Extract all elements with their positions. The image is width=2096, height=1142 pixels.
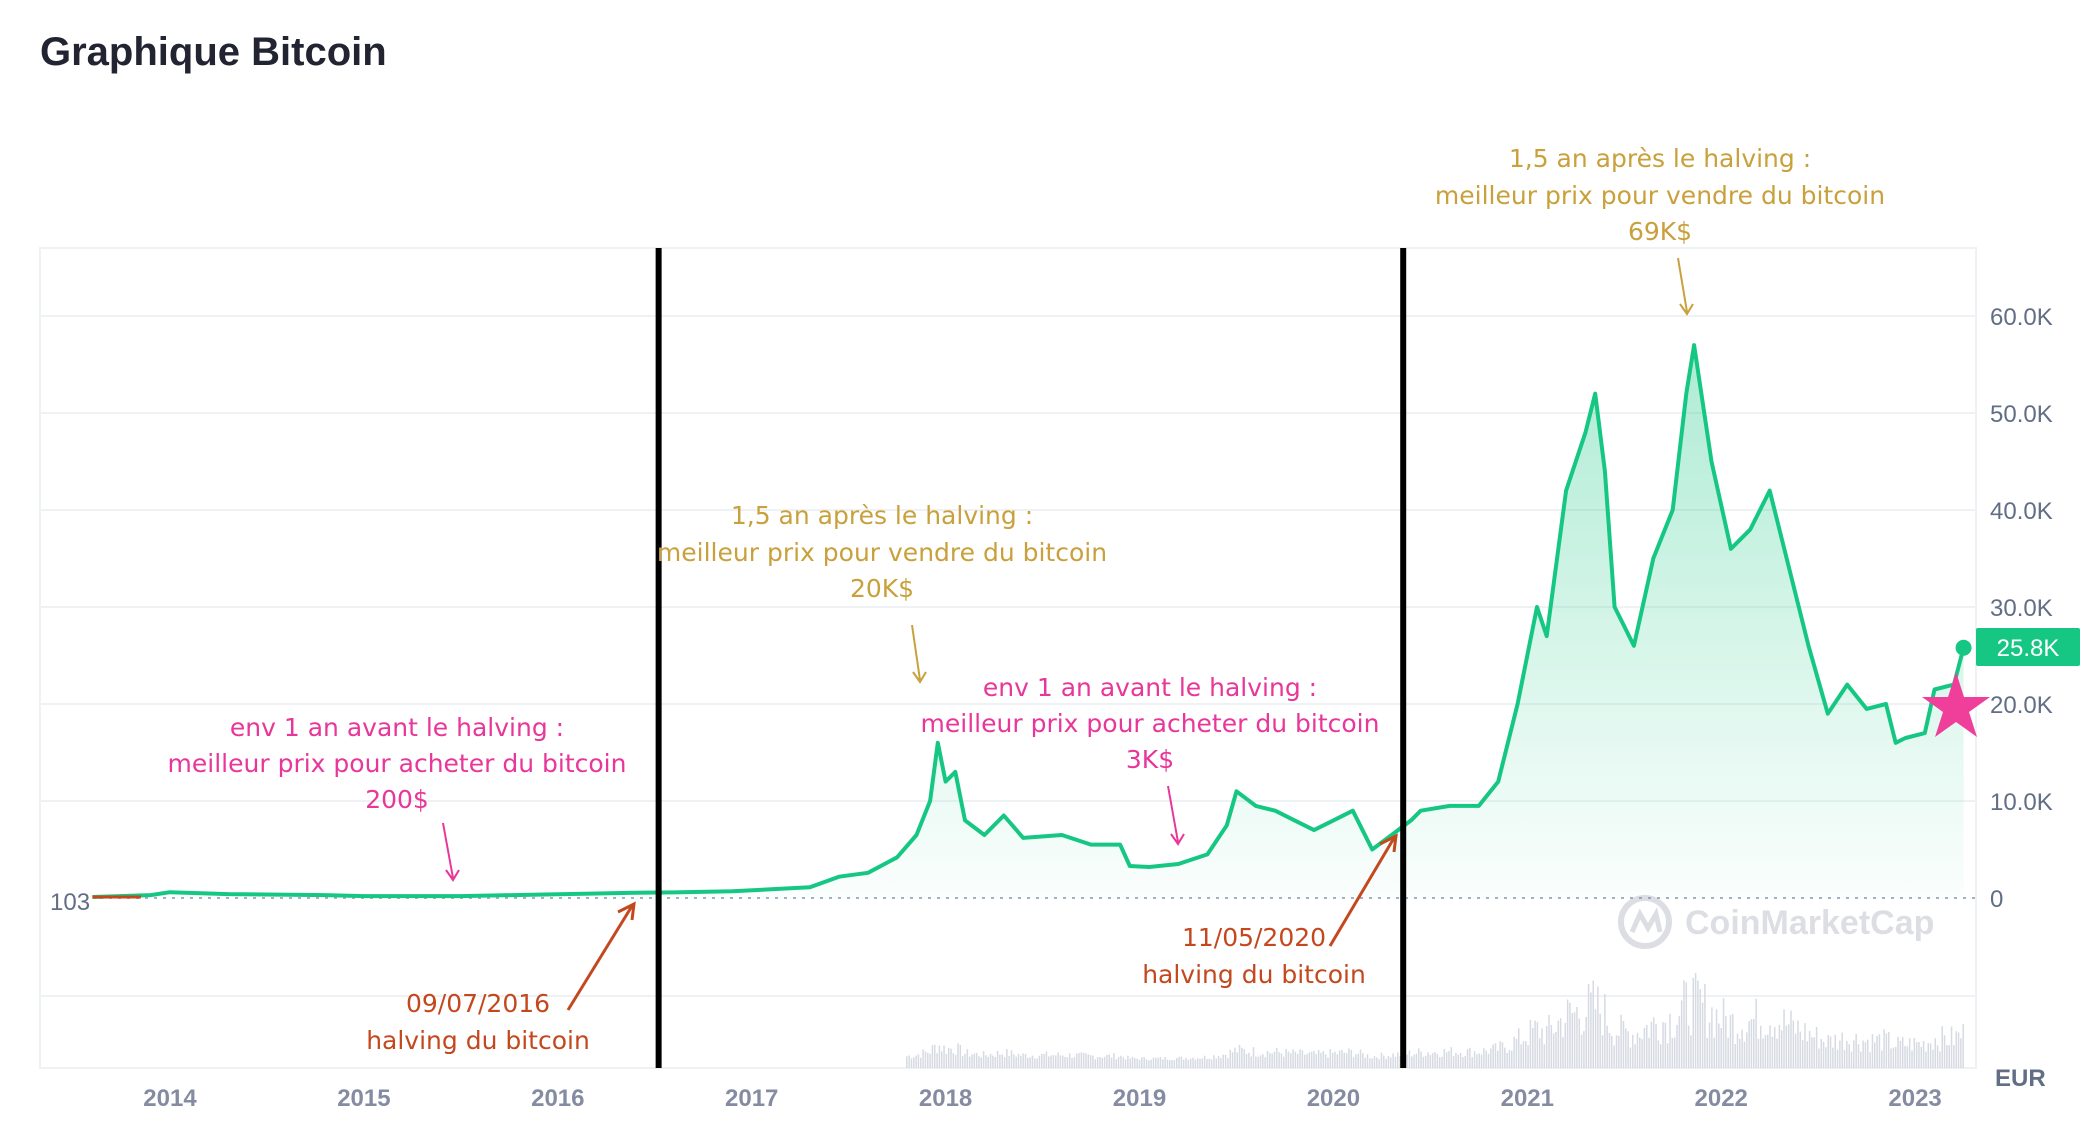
annotation-buy-2019: env 1 an avant le halving : meilleur pri… (921, 673, 1380, 774)
x-tick-label: 2016 (531, 1085, 584, 1112)
arrow-halving-2020-icon (1328, 833, 1398, 947)
x-tick-label: 2020 (1307, 1085, 1360, 1112)
annotation-halving-2016: 09/07/2016 halving du bitcoin (366, 989, 590, 1055)
arrow-sell-2017-icon (911, 624, 927, 684)
x-tick-label: 2017 (725, 1085, 778, 1112)
svg-text:69K$: 69K$ (1628, 217, 1692, 246)
svg-text:20K$: 20K$ (850, 574, 914, 603)
svg-text:meilleur prix pour vendre du b: meilleur prix pour vendre du bitcoin (657, 538, 1107, 567)
y-tick-label: 10.0K (1990, 789, 2053, 816)
annotation-sell-2017: 1,5 an après le halving : meilleur prix … (657, 501, 1107, 603)
svg-text:meilleur prix pour acheter du: meilleur prix pour acheter du bitcoin (921, 709, 1380, 738)
x-tick-label: 2021 (1501, 1085, 1554, 1112)
svg-text:meilleur prix pour vendre du b: meilleur prix pour vendre du bitcoin (1435, 181, 1885, 210)
svg-text:1,5 an après le halving :: 1,5 an après le halving : (731, 501, 1033, 530)
svg-text:halving du bitcoin: halving du bitcoin (366, 1026, 590, 1055)
annotation-halving-2020: 11/05/2020 halving du bitcoin (1142, 923, 1366, 989)
x-tick-label: 2022 (1695, 1085, 1748, 1112)
y-axis-labels: 60.0K 50.0K 40.0K 30.0K 20.0K 10.0K 0 (1990, 304, 2053, 913)
annotation-sell-2021: 1,5 an après le halving : meilleur prix … (1435, 144, 1885, 246)
x-tick-label: 2023 (1888, 1085, 1941, 1112)
svg-text:3K$: 3K$ (1126, 745, 1174, 774)
svg-text:meilleur prix pour acheter du: meilleur prix pour acheter du bitcoin (168, 749, 627, 778)
x-tick-label: 2014 (143, 1085, 197, 1112)
volume-bars (906, 973, 1964, 1068)
price-line[interactable] (92, 343, 1966, 899)
arrow-buy-2019-icon (1167, 785, 1185, 846)
x-tick-label: 2018 (919, 1085, 972, 1112)
y-tick-label: 60.0K (1990, 304, 2053, 331)
svg-text:env 1 an avant le halving :: env 1 an avant le halving : (230, 713, 564, 742)
y-tick-label: 20.0K (1990, 692, 2053, 719)
currency-label: EUR (1995, 1065, 2046, 1092)
halving-lines (655, 248, 1407, 1068)
arrow-halving-2016-icon (566, 901, 636, 1011)
watermark-text: CoinMarketCap (1685, 904, 1934, 942)
start-price-label: 103 (50, 889, 90, 916)
svg-text:200$: 200$ (365, 785, 429, 814)
current-price-text: 25.8K (1997, 635, 2060, 662)
annotation-buy-2015: env 1 an avant le halving : meilleur pri… (168, 713, 627, 814)
svg-text:11/05/2020: 11/05/2020 (1182, 923, 1326, 952)
y-tick-label: 40.0K (1990, 498, 2053, 525)
page-title: Graphique Bitcoin (40, 30, 387, 74)
y-tick-label: 50.0K (1990, 401, 2053, 428)
current-price-dot[interactable] (1955, 639, 1972, 656)
svg-text:09/07/2016: 09/07/2016 (406, 989, 550, 1018)
star-marker-icon (1922, 672, 1990, 737)
x-tick-label: 2019 (1113, 1085, 1166, 1112)
current-price-badge (1976, 628, 2080, 666)
coinmarketcap-watermark: CoinMarketCap (1618, 895, 1934, 949)
price-area (92, 345, 1964, 899)
x-axis-labels: 2014 2015 2016 2017 2018 2019 2020 2021 2022 2023 (143, 1085, 1941, 1112)
svg-text:env 1 an avant le halving :: env 1 an avant le halving : (983, 673, 1317, 702)
y-tick-label: 30.0K (1990, 595, 2053, 622)
arrow-buy-2015-icon (442, 822, 460, 882)
y-tick-label: 0 (1990, 886, 2003, 913)
arrow-sell-2021-icon (1677, 257, 1694, 316)
x-tick-label: 2015 (337, 1085, 390, 1112)
svg-text:halving du bitcoin: halving du bitcoin (1142, 960, 1366, 989)
coinmarketcap-logo-icon (1618, 895, 1672, 949)
svg-text:1,5 an après le halving :: 1,5 an après le halving : (1509, 144, 1811, 173)
